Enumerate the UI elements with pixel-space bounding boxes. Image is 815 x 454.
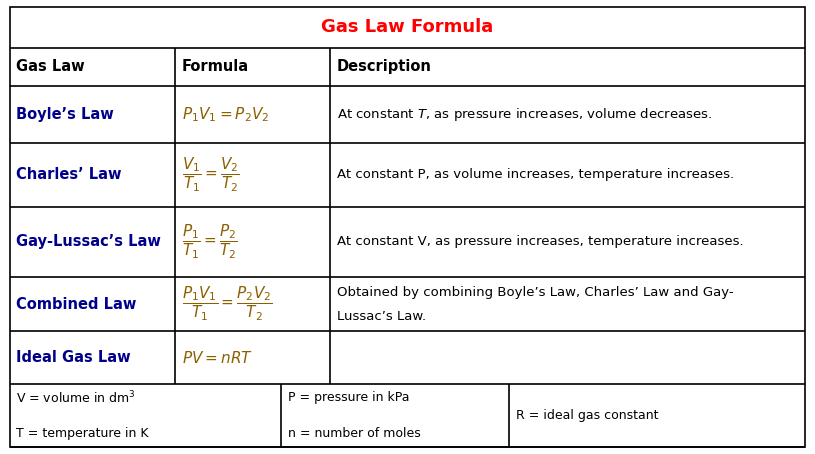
Text: Ideal Gas Law: Ideal Gas Law [16,350,131,365]
Text: At constant P, as volume increases, temperature increases.: At constant P, as volume increases, temp… [337,168,734,181]
Text: Formula: Formula [182,59,249,74]
Text: $P_1V_1 = P_2V_2$: $P_1V_1 = P_2V_2$ [182,105,269,124]
Text: Gas Law: Gas Law [16,59,85,74]
Text: At constant $T$, as pressure increases, volume decreases.: At constant $T$, as pressure increases, … [337,106,711,123]
Text: Gay-Lussac’s Law: Gay-Lussac’s Law [16,234,161,249]
Text: $\dfrac{P_1}{T_1} = \dfrac{P_2}{T_2}$: $\dfrac{P_1}{T_1} = \dfrac{P_2}{T_2}$ [182,222,237,261]
Text: P = pressure in kPa: P = pressure in kPa [288,391,409,404]
Text: Combined Law: Combined Law [16,296,137,312]
Text: $\dfrac{V_1}{T_1} = \dfrac{V_2}{T_2}$: $\dfrac{V_1}{T_1} = \dfrac{V_2}{T_2}$ [182,156,240,194]
Text: Obtained by combining Boyle’s Law, Charles’ Law and Gay-: Obtained by combining Boyle’s Law, Charl… [337,286,734,299]
Text: $PV = nRT$: $PV = nRT$ [182,350,253,365]
Text: Lussac’s Law.: Lussac’s Law. [337,310,425,323]
Text: $\dfrac{P_1V_1}{T_1} = \dfrac{P_2V_2}{T_2}$: $\dfrac{P_1V_1}{T_1} = \dfrac{P_2V_2}{T_… [182,285,272,323]
Text: At constant V, as pressure increases, temperature increases.: At constant V, as pressure increases, te… [337,235,743,248]
Text: Charles’ Law: Charles’ Law [16,167,121,183]
Text: V = volume in dm$^3$: V = volume in dm$^3$ [16,390,136,406]
Text: R = ideal gas constant: R = ideal gas constant [516,409,659,422]
Text: Gas Law Formula: Gas Law Formula [321,18,494,36]
Text: T = temperature in K: T = temperature in K [16,427,149,440]
Text: Boyle’s Law: Boyle’s Law [16,107,114,122]
Text: Description: Description [337,59,431,74]
Text: n = number of moles: n = number of moles [288,427,421,440]
FancyBboxPatch shape [10,7,805,447]
